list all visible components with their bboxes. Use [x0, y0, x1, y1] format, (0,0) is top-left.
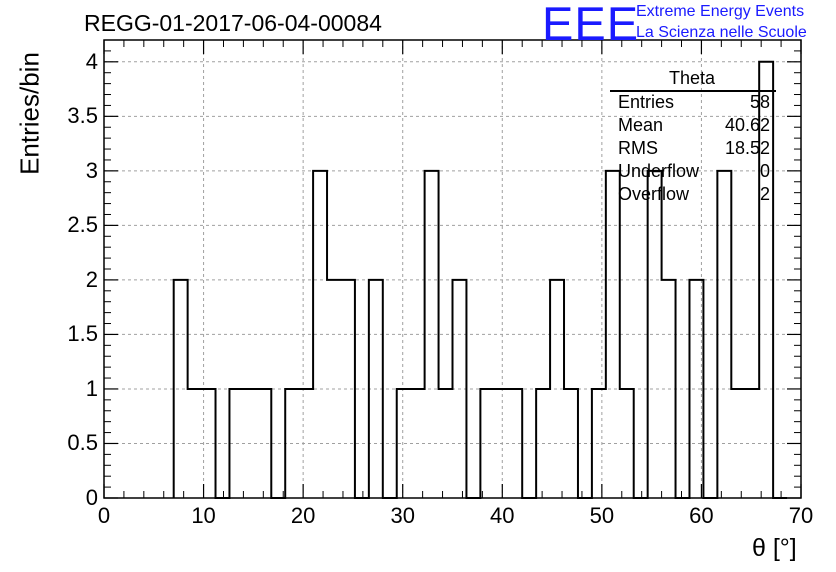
stats-row-entries: Entries 58 [618, 92, 770, 114]
y-tick-label: 2 [85, 266, 98, 292]
stats-key: Overflow [618, 184, 690, 204]
x-tick-label: 50 [589, 503, 615, 528]
stats-value: 40.62 [724, 115, 770, 135]
x-tick-label: 20 [290, 503, 316, 528]
histogram-bin [257, 389, 271, 498]
stats-title: Theta [668, 68, 716, 88]
stats-value: 18.52 [724, 138, 770, 158]
y-tick-label: 1.5 [67, 321, 98, 347]
stats-key: Entries [618, 92, 675, 112]
histogram-bin [648, 171, 662, 498]
x-axis-label: θ [°] [752, 534, 797, 562]
stats-divider [610, 90, 776, 92]
histogram-bin [606, 171, 620, 498]
stats-key: Underflow [618, 161, 700, 181]
histogram-bin [731, 389, 745, 498]
eee-logo: EEE [542, 0, 640, 50]
stats-value: 58 [749, 92, 770, 112]
stats-row-underflow: Underflow 0 [618, 161, 770, 183]
stats-value: 0 [759, 161, 770, 181]
x-tick-label: 70 [788, 503, 814, 528]
x-tick-label: 40 [490, 503, 515, 528]
x-tick-label: 60 [689, 503, 714, 528]
y-tick-label: 2.5 [67, 212, 98, 238]
y-tick-label: 0.5 [67, 430, 98, 456]
stats-row-rms: RMS 18.52 [618, 138, 770, 160]
stats-value: 2 [759, 184, 770, 204]
logo-text-line2: La Scienza nelle Scuole [636, 24, 807, 41]
x-tick-label: 30 [390, 503, 415, 528]
x-tick-label: 10 [191, 503, 216, 528]
plot-title: REGG-01-2017-06-04-00084 [84, 10, 382, 36]
histogram-bin [174, 280, 188, 498]
y-tick-label: 3.5 [67, 103, 98, 129]
stats-row-overflow: Overflow 2 [618, 184, 770, 206]
y-tick-label: 4 [85, 48, 98, 74]
y-tick-label: 1 [85, 375, 98, 401]
histogram-bin [299, 389, 313, 498]
stats-key: RMS [618, 138, 658, 158]
y-tick-label: 3 [85, 157, 98, 183]
stats-key: Mean [618, 115, 664, 135]
stats-row-mean: Mean 40.62 [618, 115, 770, 137]
logo-text-line1: Extreme Energy Events [636, 3, 805, 20]
y-tick-label: 0 [85, 485, 98, 510]
x-tick-label: 0 [97, 503, 111, 528]
